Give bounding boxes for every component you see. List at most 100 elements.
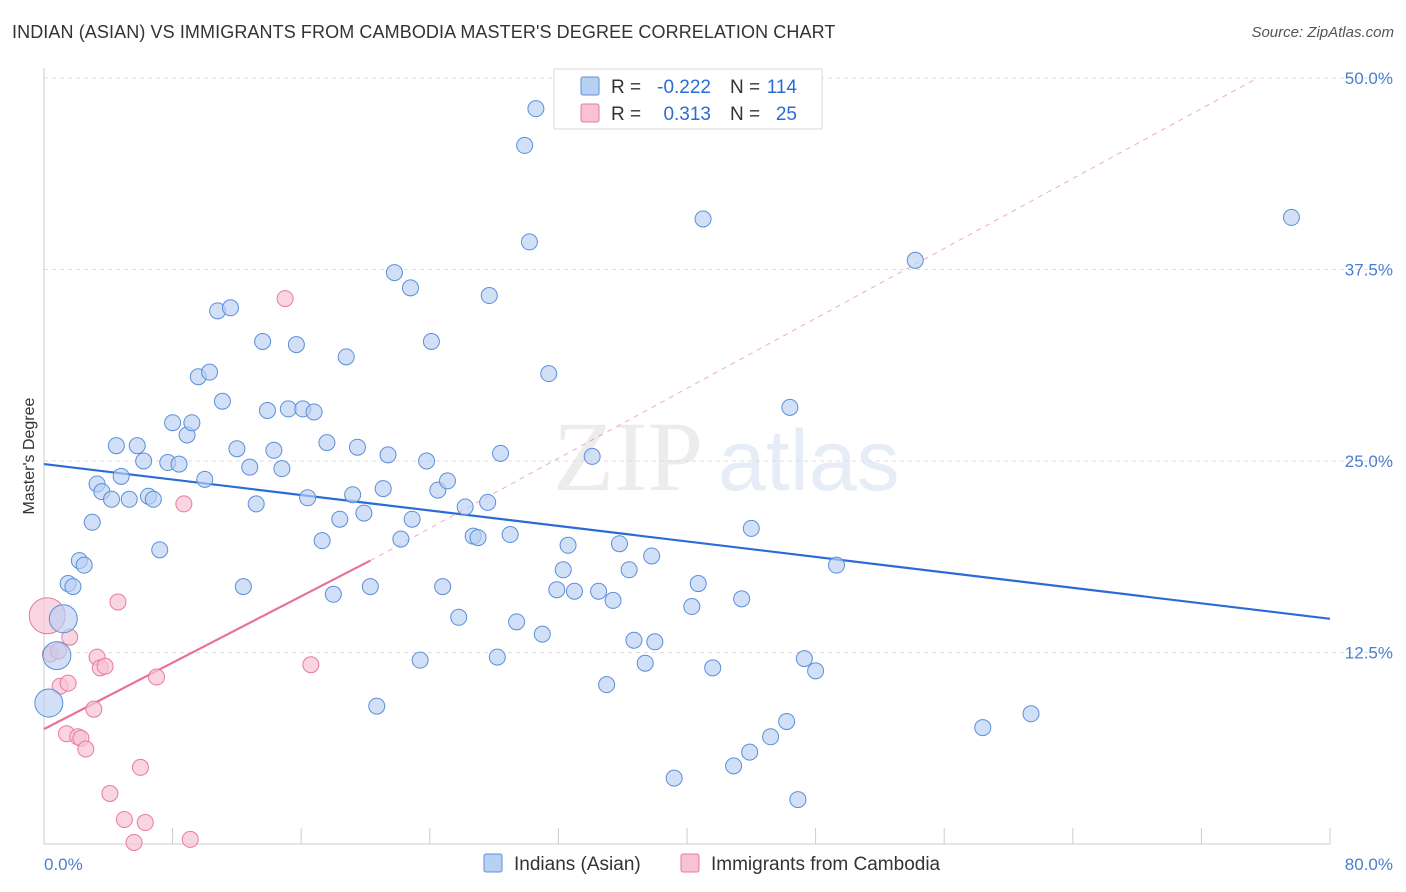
indian-point-95 xyxy=(683,598,701,616)
indian-point-68 xyxy=(469,529,487,547)
y-tick-label-3: 50.0% xyxy=(1345,69,1393,88)
indian-point-107 xyxy=(795,650,813,668)
indian-point-112 xyxy=(1022,705,1040,723)
cambodia-point-22 xyxy=(181,830,199,848)
indian-point-103 xyxy=(762,728,780,746)
indian-point-83 xyxy=(565,582,583,600)
indian-point-63 xyxy=(434,578,452,596)
indian-point-37 xyxy=(273,460,291,478)
indian-point-77 xyxy=(527,100,545,118)
legend-n-label-2: N = xyxy=(730,104,760,125)
cambodia-point-20 xyxy=(148,668,166,686)
indian-point-89 xyxy=(620,561,638,579)
indian-point-11 xyxy=(107,437,125,455)
indian-point-31 xyxy=(234,578,252,596)
indian-point-105 xyxy=(781,398,799,416)
cambodia-point-9 xyxy=(77,740,95,758)
indian-point-2 xyxy=(42,641,72,671)
indian-point-110 xyxy=(906,251,924,269)
indian-point-30 xyxy=(228,440,246,458)
indian-point-99 xyxy=(725,757,743,775)
indian-point-17 xyxy=(144,490,162,508)
indian-point-4 xyxy=(64,578,82,596)
y-axis-label: Master's Degree xyxy=(21,397,38,514)
legend-r-value-1: -0.222 xyxy=(657,77,711,98)
legend-n-value-1: 114 xyxy=(767,77,798,98)
indian-point-39 xyxy=(287,336,305,354)
series-legend-swatch-pink xyxy=(680,853,700,873)
indian-point-57 xyxy=(402,279,420,297)
indian-point-25 xyxy=(196,470,214,488)
legend-n-label-1: N = xyxy=(730,77,760,98)
indian-point-53 xyxy=(374,480,392,498)
y-tick-labels: 12.5% 25.0% 37.5% 50.0% xyxy=(1345,69,1393,663)
indian-point-96 xyxy=(689,575,707,593)
indian-point-1 xyxy=(48,604,78,634)
indian-point-33 xyxy=(247,495,265,513)
indian-point-78 xyxy=(533,625,551,643)
cambodia-point-14 xyxy=(101,784,119,802)
indian-point-44 xyxy=(318,434,336,452)
legend-r-label-1: R = xyxy=(611,77,641,98)
indian-point-81 xyxy=(554,561,572,579)
indian-point-35 xyxy=(258,401,276,419)
cambodia-point-18 xyxy=(131,758,149,776)
y-tick-label-2: 37.5% xyxy=(1345,261,1393,280)
indian-point-42 xyxy=(305,403,323,421)
cambodia-point-13 xyxy=(96,657,114,675)
gridlines xyxy=(44,77,1395,653)
indian-point-51 xyxy=(361,578,379,596)
series-legend: Indians (Asian) Immigrants from Cambodia xyxy=(483,853,941,875)
indian-point-100 xyxy=(733,590,751,608)
indian-point-7 xyxy=(83,513,101,531)
source-label: Source: ZipAtlas.com xyxy=(1251,24,1394,41)
indian-point-88 xyxy=(610,535,628,553)
series-legend-swatch-blue xyxy=(483,853,503,873)
indian-point-12 xyxy=(112,467,130,485)
cambodia-point-17 xyxy=(125,833,143,851)
indian-point-113 xyxy=(1282,208,1300,226)
x-tick-label-max: 80.0% xyxy=(1345,855,1393,874)
legend-r-label-2: R = xyxy=(611,104,641,125)
indian-point-104 xyxy=(778,712,796,730)
indian-point-20 xyxy=(164,414,182,432)
indian-point-52 xyxy=(368,697,386,715)
indian-point-91 xyxy=(636,654,654,672)
indian-point-54 xyxy=(379,446,397,464)
indian-point-0 xyxy=(34,688,64,718)
indian-point-47 xyxy=(337,348,355,366)
indian-point-56 xyxy=(392,530,410,548)
indian-point-50 xyxy=(355,504,373,522)
watermark-atlas: atlas xyxy=(718,413,900,509)
indian-point-55 xyxy=(385,264,403,282)
indian-point-6 xyxy=(75,556,93,574)
watermark-zip: ZIP xyxy=(553,401,703,512)
indian-point-36 xyxy=(265,441,283,459)
x-ticks xyxy=(43,828,1331,844)
cambodia-point-19 xyxy=(136,814,154,832)
indian-point-49 xyxy=(348,438,366,456)
indian-point-48 xyxy=(344,486,362,504)
indian-point-61 xyxy=(422,333,440,351)
indian-points xyxy=(34,100,1300,809)
indian-point-101 xyxy=(741,743,759,761)
y-tick-label-1: 25.0% xyxy=(1345,452,1393,471)
indian-point-76 xyxy=(520,233,538,251)
indian-point-38 xyxy=(279,400,297,418)
indian-point-102 xyxy=(742,519,760,537)
indian-point-75 xyxy=(516,136,534,154)
legend-swatch-pink xyxy=(580,103,600,123)
indian-point-13 xyxy=(120,490,138,508)
indian-point-64 xyxy=(438,472,456,490)
indian-point-69 xyxy=(480,287,498,305)
trend-line-indians xyxy=(43,462,1331,620)
indian-point-73 xyxy=(501,526,519,544)
indian-point-65 xyxy=(450,608,468,626)
indian-point-46 xyxy=(331,510,349,528)
indian-point-41 xyxy=(299,489,317,507)
indian-point-27 xyxy=(213,392,231,410)
indian-point-18 xyxy=(151,541,169,559)
indian-point-14 xyxy=(128,437,146,455)
indian-point-90 xyxy=(625,631,643,649)
indian-point-15 xyxy=(135,452,153,470)
